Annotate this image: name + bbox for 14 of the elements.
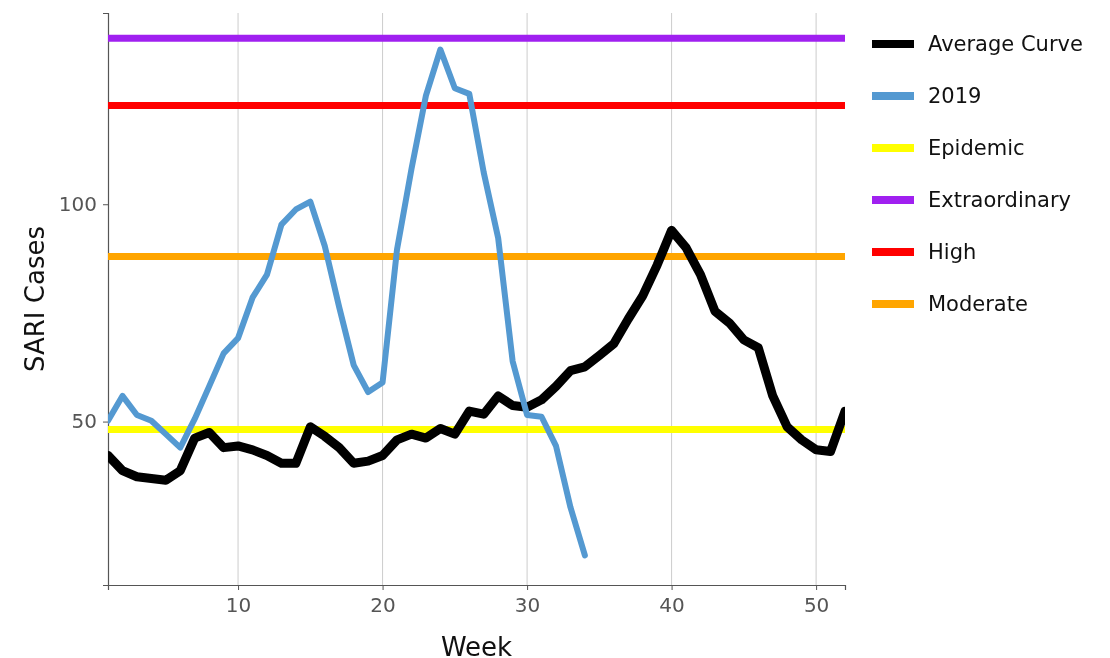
x-axis-title: Week — [440, 632, 513, 658]
x-tick-label: 30 — [514, 593, 541, 618]
x-tick-label: 40 — [659, 593, 685, 618]
legend-label: High — [928, 240, 977, 264]
x-tick-label: 20 — [370, 593, 396, 618]
y-tick-label: 100 — [58, 192, 97, 217]
legend-label: Extraordinary — [928, 188, 1071, 212]
y-axis-title: SARI Cases — [20, 226, 50, 372]
legend-label: Average Curve — [928, 32, 1083, 56]
legend-label: Moderate — [928, 292, 1028, 316]
x-tick-label: 10 — [225, 593, 252, 618]
legend-label: 2019 — [928, 84, 982, 108]
legend-label: Epidemic — [928, 136, 1025, 160]
x-tick-label: 50 — [803, 593, 830, 618]
